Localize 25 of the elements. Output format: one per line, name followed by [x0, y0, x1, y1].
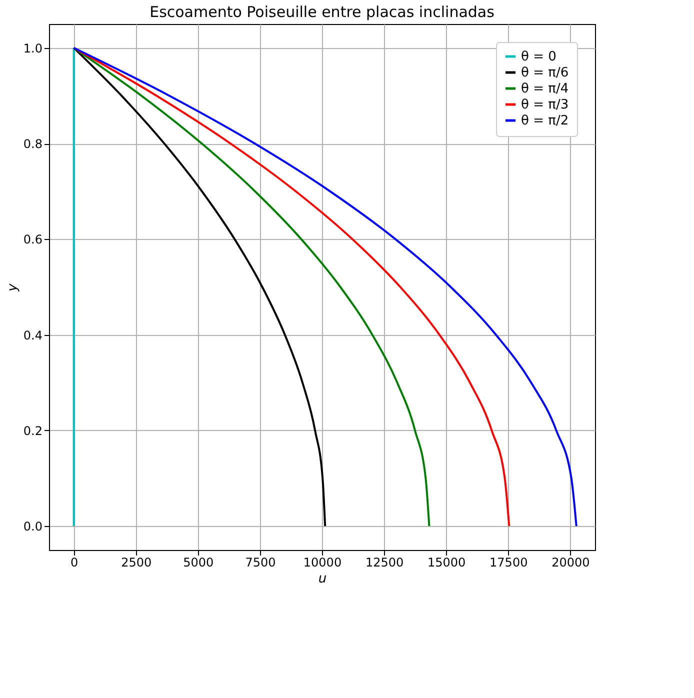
legend-label: θ = π/3 — [521, 98, 569, 112]
y-tick-label: 0.0 — [23, 520, 42, 534]
x-tick-label: 0 — [70, 556, 78, 570]
y-tick-label: 0.6 — [23, 232, 42, 247]
x-tick-label: 17500 — [490, 556, 528, 570]
y-tick-label: 0.8 — [23, 137, 42, 152]
legend-label: θ = 0 — [521, 50, 556, 64]
x-tick-label: 12500 — [365, 556, 404, 570]
y-tick-label: 1.0 — [23, 41, 42, 56]
legend-label: θ = π/6 — [521, 66, 569, 80]
legend-label: θ = π/4 — [521, 82, 569, 96]
line-series — [72, 46, 326, 528]
x-tick-label: 7500 — [245, 556, 276, 570]
y-tick-label: 0.4 — [23, 328, 42, 342]
x-tick-label: 15000 — [427, 556, 466, 570]
x-tick-label: 20000 — [552, 556, 590, 570]
y-axis-title: y — [5, 283, 20, 292]
line-series — [72, 46, 430, 528]
x-tick-label: 10000 — [303, 556, 342, 570]
legend-label: θ = π/2 — [521, 114, 569, 128]
x-tick-label: 2500 — [121, 556, 152, 570]
y-tick-label: 0.2 — [23, 424, 42, 438]
x-axis-title: u — [318, 572, 327, 586]
chart-title: Escoamento Poiseuille entre placas inclinadas — [150, 3, 495, 21]
x-tick-label: 5000 — [183, 556, 214, 570]
